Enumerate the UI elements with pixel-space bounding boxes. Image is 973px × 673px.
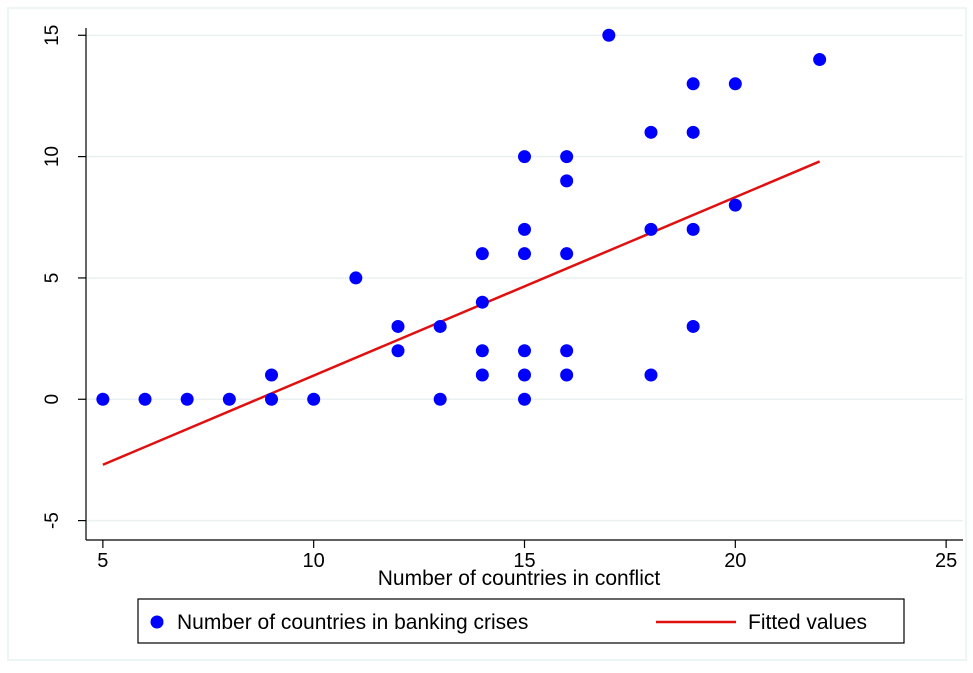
data-point [728, 198, 742, 212]
figure-border [7, 7, 967, 661]
data-point [307, 392, 321, 406]
data-point [518, 392, 531, 406]
y-tick-label: 5 [42, 273, 63, 284]
data-point [518, 368, 531, 382]
y-tick-label: 10 [42, 146, 63, 167]
y-tick-label: 0 [42, 394, 63, 405]
data-point [391, 344, 405, 358]
axes: -5 0 5 10 15 5 10 15 20 25 [42, 25, 963, 572]
x-tick-label: 10 [303, 550, 325, 572]
data-point [265, 392, 279, 406]
data-point [560, 368, 574, 382]
data-point [644, 222, 658, 236]
data-point [686, 125, 700, 139]
data-point [560, 174, 574, 188]
data-point [391, 319, 405, 333]
data-point [644, 368, 658, 382]
data-point [560, 150, 574, 164]
fitted-values-line [102, 160, 821, 466]
data-point [518, 344, 531, 358]
data-point [475, 344, 489, 358]
data-point [813, 53, 827, 67]
x-axis-label: Number of countries in conflict [378, 567, 661, 590]
data-point [222, 392, 236, 406]
y-tick-label: -5 [42, 512, 63, 529]
x-tick-label: 15 [513, 550, 535, 572]
x-tick-label: 5 [97, 550, 108, 572]
plot-series [96, 28, 827, 466]
data-point [180, 392, 194, 406]
data-point [475, 247, 489, 261]
data-point [138, 392, 152, 406]
data-point [475, 368, 489, 382]
x-tick-label: 25 [935, 550, 957, 572]
legend-label-scatter: Number of countries in banking crises [177, 611, 528, 634]
data-point [518, 247, 531, 261]
data-point [686, 319, 700, 333]
legend-marker-scatter [150, 615, 164, 629]
data-point [644, 125, 658, 139]
data-point [433, 392, 447, 406]
data-point [349, 271, 363, 285]
data-point [475, 295, 489, 309]
legend: Number of countries in banking crises Fi… [137, 598, 905, 644]
data-point [686, 77, 700, 91]
data-point [433, 319, 447, 333]
legend-box [137, 598, 905, 644]
data-point [518, 222, 531, 236]
x-tick-label: 20 [724, 550, 746, 572]
data-point [96, 392, 110, 406]
data-point [518, 150, 531, 164]
legend-label-line: Fitted values [748, 611, 867, 634]
data-point [560, 247, 574, 261]
y-tick-label: 15 [42, 25, 63, 46]
data-point [728, 77, 742, 91]
data-point [560, 344, 574, 358]
data-point [265, 368, 279, 382]
data-point [602, 28, 616, 42]
data-point [686, 222, 700, 236]
